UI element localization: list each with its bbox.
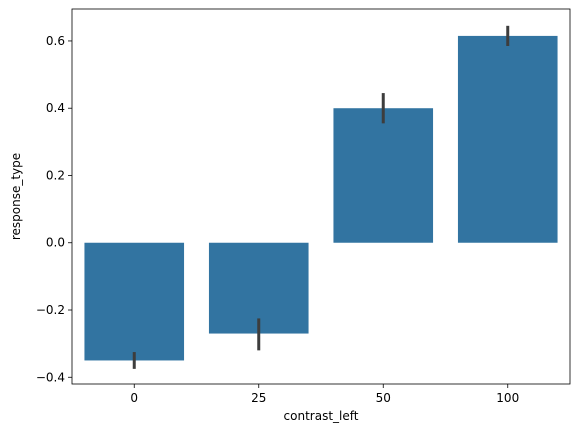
bar-0	[84, 242, 185, 361]
y-axis-label: response_type	[9, 153, 23, 240]
x-axis-label: contrast_left	[284, 409, 359, 423]
y-tick-label: 0.2	[46, 168, 65, 182]
x-tick-label: 50	[376, 391, 391, 405]
y-tick-label: −0.2	[36, 303, 65, 317]
y-tick-label: 0.0	[46, 236, 65, 250]
x-tick-label: 0	[130, 391, 138, 405]
bar-100	[457, 35, 558, 243]
x-axis-ticks: 0 25 50 100	[130, 384, 519, 405]
bar-50	[333, 108, 434, 243]
y-axis-ticks: −0.4 −0.2 0.0 0.2 0.4 0.6	[36, 34, 72, 384]
plot-frame	[71, 8, 571, 385]
error-bars-layer	[132, 25, 510, 369]
x-tick-label: 100	[496, 391, 519, 405]
y-tick-label: 0.6	[46, 34, 65, 48]
y-tick-label: −0.4	[36, 370, 65, 384]
bars-layer	[84, 35, 558, 361]
y-tick-label: 0.4	[46, 101, 65, 115]
x-tick-label: 25	[251, 391, 266, 405]
